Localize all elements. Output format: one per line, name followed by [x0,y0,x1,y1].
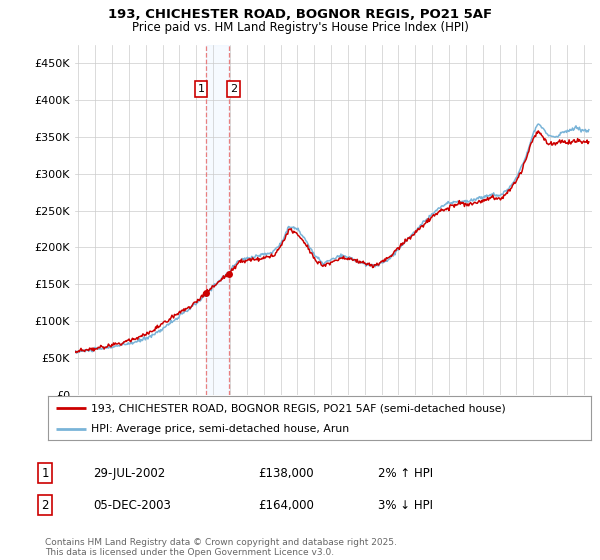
Text: HPI: Average price, semi-detached house, Arun: HPI: Average price, semi-detached house,… [91,424,350,433]
Text: 193, CHICHESTER ROAD, BOGNOR REGIS, PO21 5AF (semi-detached house): 193, CHICHESTER ROAD, BOGNOR REGIS, PO21… [91,403,506,413]
Bar [206,45,229,395]
Text: 3% ↓ HPI: 3% ↓ HPI [378,498,433,512]
Text: Contains HM Land Registry data © Crown copyright and database right 2025.
This d: Contains HM Land Registry data © Crown c… [45,538,397,557]
Text: £138,000: £138,000 [258,466,314,480]
Text: 2: 2 [41,498,49,512]
Text: 193, CHICHESTER ROAD, BOGNOR REGIS, PO21 5AF: 193, CHICHESTER ROAD, BOGNOR REGIS, PO21… [108,8,492,21]
Text: 2: 2 [230,84,237,94]
Text: 05-DEC-2003: 05-DEC-2003 [93,498,171,512]
Text: 29-JUL-2002: 29-JUL-2002 [93,466,165,480]
Text: 1: 1 [197,84,205,94]
Text: 1: 1 [41,466,49,480]
Text: 2% ↑ HPI: 2% ↑ HPI [378,466,433,480]
Text: Price paid vs. HM Land Registry's House Price Index (HPI): Price paid vs. HM Land Registry's House … [131,21,469,34]
Text: £164,000: £164,000 [258,498,314,512]
